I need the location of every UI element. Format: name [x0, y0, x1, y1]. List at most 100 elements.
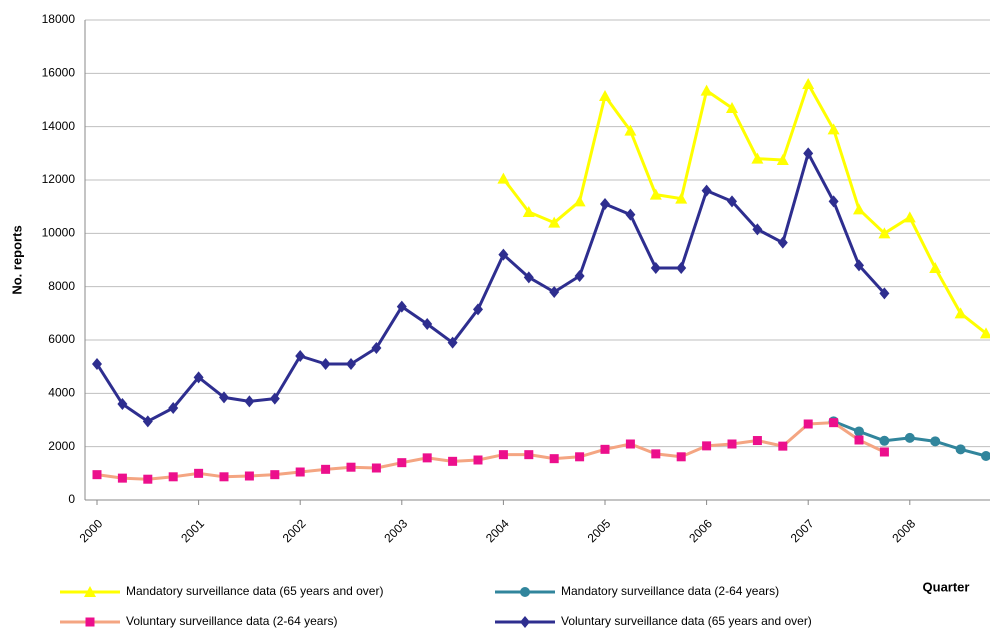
- x-axis-label: Quarter: [923, 579, 970, 594]
- marker: [371, 463, 381, 473]
- marker: [929, 262, 942, 273]
- marker: [803, 147, 814, 160]
- y-tick-label: 4000: [48, 386, 75, 400]
- x-tick-label: 2003: [381, 516, 410, 545]
- marker: [778, 441, 788, 451]
- x-tick-label: 2007: [788, 516, 817, 545]
- x-tick-label: 2001: [178, 516, 207, 545]
- marker: [193, 371, 204, 384]
- marker: [143, 474, 153, 484]
- y-tick-label: 0: [68, 492, 75, 506]
- marker: [726, 102, 738, 113]
- marker: [879, 435, 890, 446]
- marker: [549, 286, 560, 298]
- marker: [142, 415, 153, 428]
- marker: [473, 455, 483, 465]
- marker: [649, 188, 662, 200]
- y-tick-label: 16000: [42, 66, 76, 80]
- marker: [676, 262, 687, 274]
- marker: [701, 184, 712, 197]
- marker: [346, 358, 356, 370]
- marker: [702, 441, 712, 451]
- marker: [777, 236, 788, 249]
- marker: [244, 471, 254, 481]
- marker: [346, 462, 356, 472]
- y-axis-label: No. reports: [9, 225, 24, 294]
- marker: [954, 307, 967, 319]
- series-line: [502, 82, 987, 335]
- legend-label: Voluntary surveillance data (2-64 years): [126, 614, 337, 628]
- marker: [168, 402, 179, 414]
- marker: [92, 470, 102, 480]
- marker: [829, 418, 839, 428]
- legend-marker: [85, 617, 95, 627]
- marker: [219, 391, 229, 404]
- marker: [803, 419, 813, 429]
- marker: [624, 124, 637, 136]
- marker: [219, 472, 229, 482]
- y-tick-label: 14000: [42, 119, 76, 133]
- legend-marker: [520, 616, 530, 628]
- marker: [802, 78, 815, 89]
- marker: [295, 467, 305, 477]
- marker: [600, 444, 610, 454]
- y-tick-label: 10000: [42, 226, 76, 240]
- marker: [650, 262, 661, 274]
- legend-marker: [84, 586, 96, 597]
- marker: [676, 452, 686, 462]
- marker: [397, 458, 407, 468]
- marker: [321, 464, 331, 474]
- marker: [497, 172, 510, 184]
- marker: [117, 398, 128, 410]
- marker: [269, 392, 280, 405]
- marker: [854, 435, 864, 445]
- marker: [498, 450, 508, 460]
- marker: [371, 342, 382, 354]
- marker: [396, 300, 407, 313]
- marker: [498, 248, 509, 261]
- marker: [700, 84, 713, 96]
- marker: [270, 470, 280, 480]
- y-tick-label: 6000: [48, 332, 75, 346]
- marker: [879, 287, 890, 300]
- marker: [930, 436, 941, 447]
- marker: [295, 350, 306, 362]
- marker: [92, 358, 102, 370]
- marker: [904, 432, 915, 443]
- marker: [548, 216, 561, 228]
- marker: [854, 259, 864, 272]
- marker: [522, 206, 535, 217]
- marker: [599, 90, 611, 101]
- marker: [827, 123, 840, 135]
- marker: [879, 447, 889, 457]
- series-line: [95, 151, 886, 423]
- marker: [651, 449, 661, 459]
- legend-label: Mandatory surveillance data (2-64 years): [561, 584, 779, 598]
- x-tick-label: 2006: [686, 516, 715, 545]
- marker: [625, 439, 635, 449]
- marker: [776, 154, 789, 165]
- y-tick-label: 8000: [48, 279, 75, 293]
- marker: [447, 336, 458, 349]
- marker: [980, 327, 990, 339]
- marker: [600, 198, 610, 210]
- legend-label: Mandatory surveillance data (65 years an…: [126, 584, 383, 598]
- marker: [194, 468, 204, 478]
- marker: [573, 195, 586, 207]
- y-tick-label: 18000: [42, 12, 76, 26]
- marker: [853, 203, 865, 215]
- marker: [625, 208, 636, 221]
- marker: [752, 436, 762, 446]
- marker: [903, 211, 916, 223]
- marker: [727, 439, 737, 449]
- marker: [473, 303, 483, 316]
- marker: [675, 192, 688, 204]
- y-tick-label: 12000: [42, 172, 76, 186]
- x-tick-label: 2000: [77, 516, 106, 545]
- marker: [828, 195, 839, 208]
- marker: [981, 451, 990, 461]
- x-tick-label: 2004: [483, 516, 512, 545]
- marker: [854, 426, 864, 437]
- y-tick-label: 2000: [48, 439, 75, 453]
- marker: [422, 453, 432, 463]
